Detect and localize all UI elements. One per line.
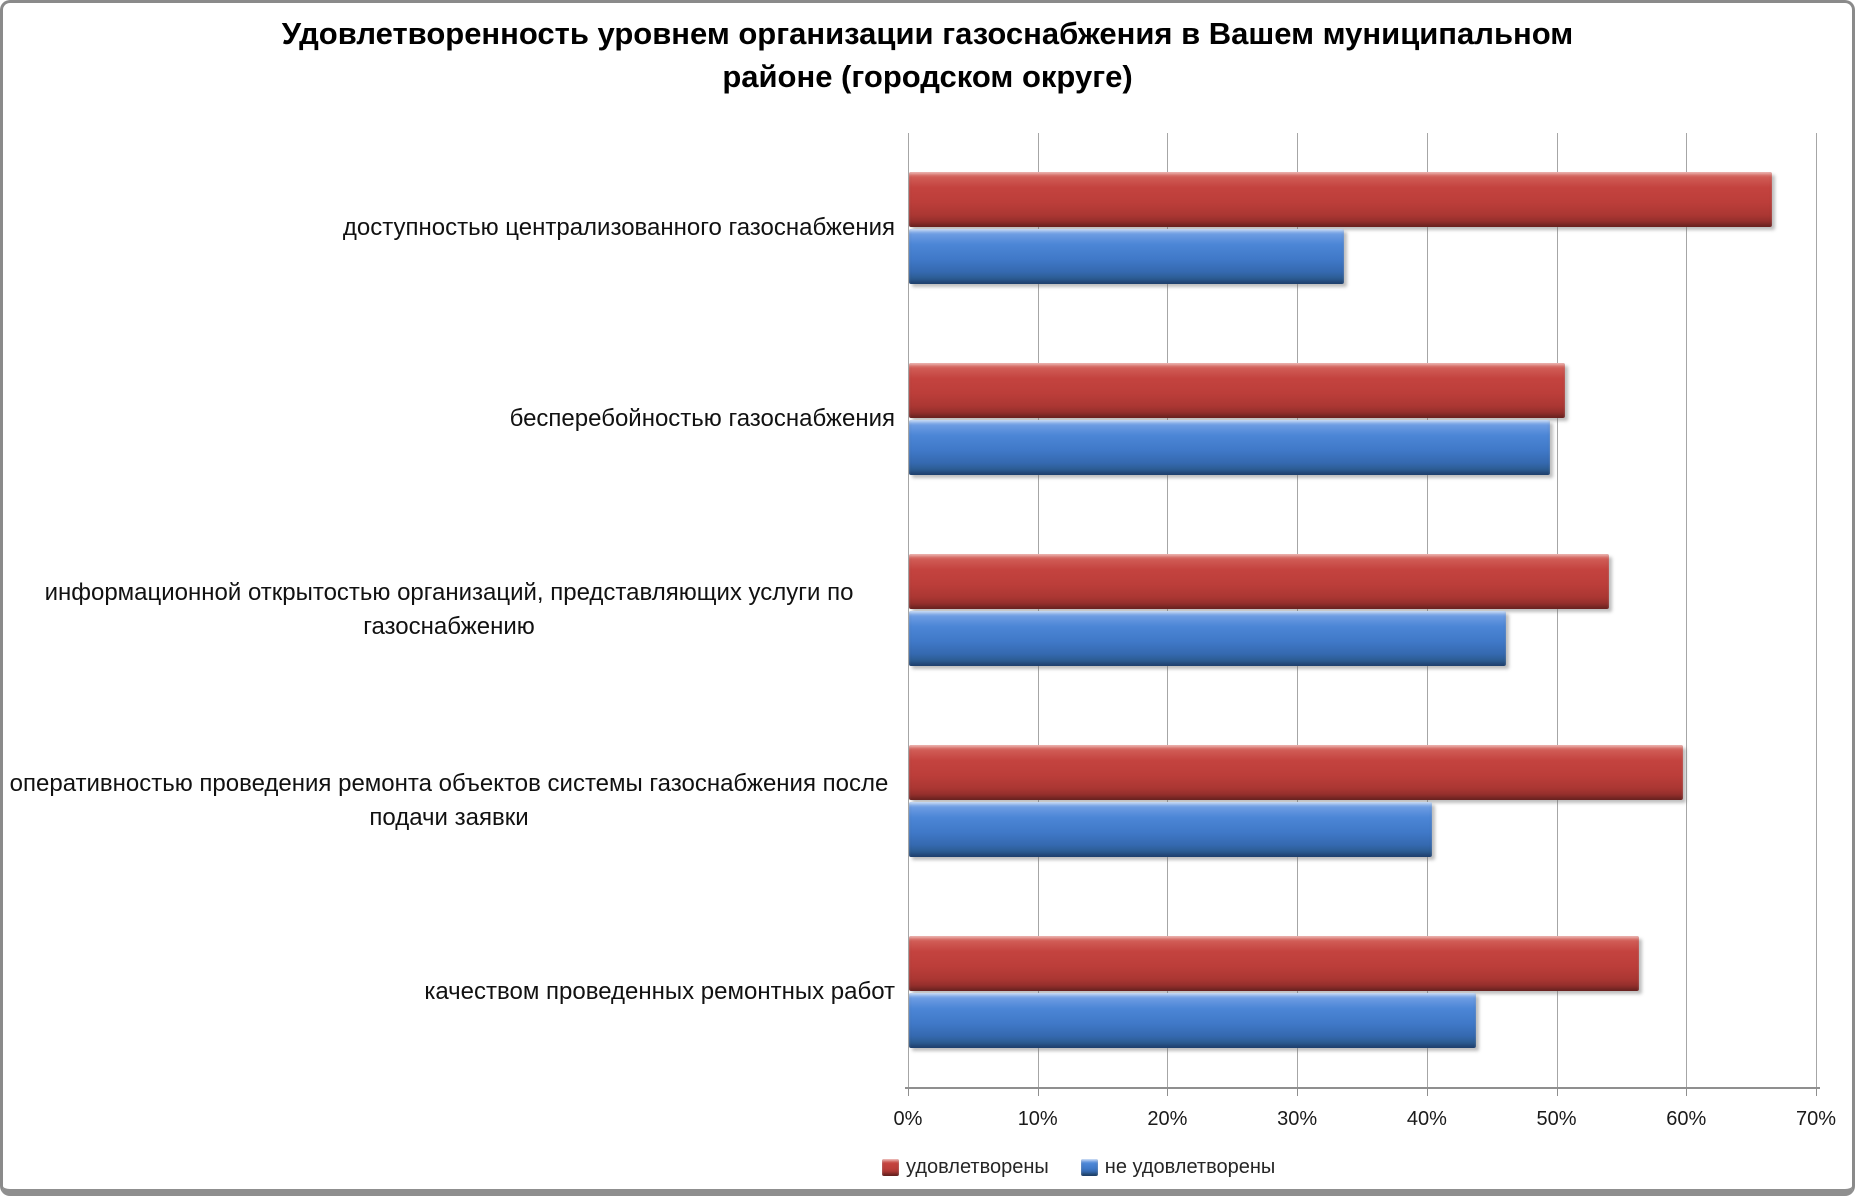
bar-unsatisfied-3	[909, 611, 1506, 666]
category-label-4: оперативностью проведения ремонта объект…	[9, 769, 889, 831]
legend: удовлетворены не удовлетворены	[882, 1156, 1275, 1179]
bar-unsatisfied-2	[909, 420, 1550, 476]
category-label-2: бесперебойностью газоснабжения	[509, 405, 895, 433]
bar-unsatisfied-1	[909, 229, 1344, 285]
chart-title-line-2: районе (городском округе)	[722, 59, 1133, 94]
axis-tick-0%	[908, 1089, 909, 1096]
axis-tick-70%	[1816, 1089, 1817, 1096]
category-label-1: доступностью централизованного газоснабж…	[342, 214, 895, 242]
bar-satisfied-2	[909, 363, 1566, 419]
gridline-10%	[1037, 133, 1039, 1087]
bar-satisfied-1	[909, 172, 1772, 228]
gridline-50%	[1556, 133, 1558, 1087]
legend-item-satisfied: удовлетворены	[882, 1156, 1049, 1179]
bar-unsatisfied-5	[909, 992, 1476, 1048]
axis-tick-60%	[1686, 1089, 1688, 1096]
x-tick-label-50%: 50%	[1536, 1108, 1577, 1130]
legend-item-unsatisfied: не удовлетворены	[1080, 1156, 1276, 1179]
axis-tick-20%	[1167, 1089, 1169, 1096]
legend-marker-satisfied	[882, 1159, 899, 1176]
gridline-40%	[1426, 133, 1428, 1087]
x-tick-label-40%: 40%	[1406, 1108, 1447, 1130]
axis-tick-10%	[1037, 1089, 1039, 1096]
gridline-70%	[1816, 133, 1817, 1087]
category-label-3: информационной открытостью организаций, …	[44, 579, 854, 640]
gridline-60%	[1686, 133, 1688, 1087]
gridline-20%	[1167, 133, 1169, 1087]
x-tick-label-0%: 0%	[893, 1108, 923, 1130]
axis-tick-30%	[1297, 1089, 1299, 1096]
legend-label-unsatisfied: не удовлетворены	[1104, 1156, 1276, 1178]
gridline-0%	[908, 133, 909, 1087]
gridline-30%	[1297, 133, 1299, 1087]
x-tick-label-30%: 30%	[1277, 1108, 1318, 1130]
x-axis-line	[905, 1087, 1820, 1089]
x-tick-label-20%: 20%	[1147, 1108, 1188, 1130]
axis-tick-40%	[1426, 1089, 1428, 1096]
legend-marker-unsatisfied	[1080, 1159, 1098, 1176]
x-tick-label-60%: 60%	[1666, 1108, 1707, 1130]
bar-satisfied-3	[909, 554, 1610, 609]
bar-unsatisfied-4	[909, 801, 1432, 857]
x-tick-label-70%: 70%	[1795, 1108, 1837, 1130]
axis-tick-50%	[1556, 1089, 1558, 1096]
bar-satisfied-4	[909, 744, 1684, 800]
chart-title-line-1: Удовлетворенность уровнем организации га…	[281, 16, 1574, 51]
bar-satisfied-5	[909, 935, 1640, 991]
chart-title: Удовлетворенность уровнем организации га…	[0, 12, 1855, 98]
category-label-5: качеством проведенных ремонтных работ	[424, 977, 895, 1005]
legend-label-satisfied: удовлетворены	[906, 1156, 1049, 1178]
x-tick-label-10%: 10%	[1017, 1108, 1058, 1130]
